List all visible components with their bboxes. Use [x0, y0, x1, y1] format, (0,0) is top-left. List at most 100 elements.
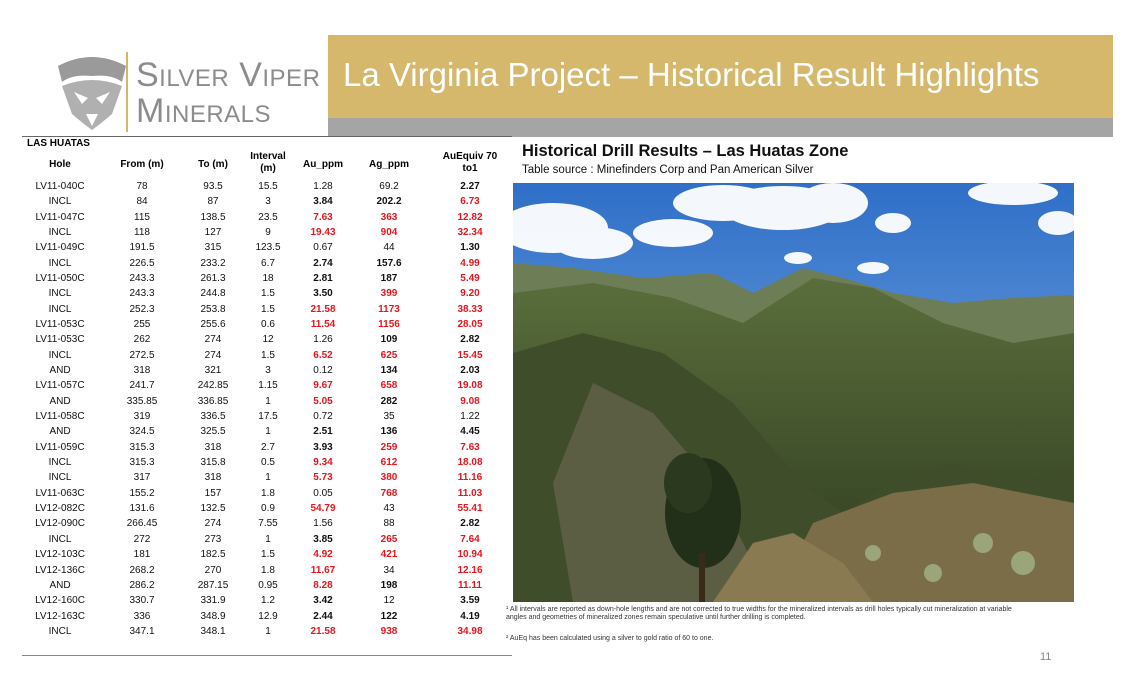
table-cell: 261.3 [200, 273, 226, 285]
table-cell: 157 [204, 487, 222, 499]
table-cell: 202.2 [376, 196, 402, 208]
table-cell: 7.63 [313, 211, 333, 223]
table-cell: 5.05 [313, 395, 333, 407]
table-cell: 11.11 [458, 579, 482, 591]
table-cell: 6.52 [313, 349, 333, 361]
column-header: Hole [49, 159, 71, 170]
table-cell: 1.22 [460, 411, 480, 423]
table-cell: 182.5 [200, 549, 226, 561]
footnote: ² AuEq has been calculated using a silve… [506, 635, 714, 642]
table-cell: 421 [380, 549, 398, 561]
table-cell: 157.6 [376, 257, 402, 269]
table-cell: LV12-103C [35, 549, 85, 561]
table-cell: 6.73 [460, 196, 480, 208]
table-cell: 84 [136, 196, 148, 208]
table-cell: 380 [380, 472, 398, 484]
footnote: ¹ All intervals are reported as down-hol… [506, 606, 1012, 621]
table-cell: 0.67 [313, 242, 333, 254]
table-cell: 612 [380, 457, 398, 469]
table-cell: 11.16 [457, 472, 483, 484]
table-cell: 2.7 [261, 441, 275, 453]
slide-title: La Virginia Project – Historical Result … [343, 56, 1040, 93]
table-cell: 38.33 [457, 303, 483, 315]
table-cell: 23.5 [258, 211, 278, 223]
table-cell: LV12-090C [35, 518, 85, 530]
table-cell: 0.72 [313, 411, 333, 423]
table-cell: 262 [133, 334, 151, 346]
table-cell: 0.9 [261, 503, 275, 515]
table-cell: 319 [133, 411, 151, 423]
table-cell: 1 [265, 426, 271, 438]
table-cell: 5.73 [313, 472, 333, 484]
table-cell: 2.51 [313, 426, 333, 438]
table-cell: 243.3 [129, 273, 155, 285]
table-cell: 4.92 [313, 549, 333, 561]
table-cell: 35 [383, 411, 395, 423]
table-cell: 1.5 [261, 549, 275, 561]
table-cell: 9.67 [313, 380, 333, 392]
table-cell: 44 [383, 242, 395, 254]
table-cell: 4.45 [460, 426, 480, 438]
table-cell: INCL [48, 457, 72, 469]
title-underbar [328, 118, 1113, 137]
table-cell: 273 [204, 533, 222, 545]
table-cell: LV12-082C [35, 503, 85, 515]
table-cell: 0.95 [258, 579, 278, 591]
table-cell: 243.3 [129, 288, 155, 300]
table-cell: 1.26 [313, 334, 333, 346]
table-cell: LV11-050C [35, 273, 85, 285]
table-cell: 331.9 [200, 595, 226, 607]
table-cell: 1.5 [261, 288, 275, 300]
panel-heading: Historical Drill Results – Las Huatas Zo… [522, 142, 849, 160]
table-cell: 198 [380, 579, 398, 591]
table-cell: 282 [380, 395, 398, 407]
table-cell: 268.2 [129, 564, 155, 576]
table-cell: 270 [204, 564, 222, 576]
table-cell: 87 [207, 196, 219, 208]
column-header: Au_ppm [303, 159, 343, 170]
panel-source: Table source : Minefinders Corp and Pan … [522, 164, 814, 176]
table-cell: 10.94 [457, 549, 483, 561]
table-cell: 1 [265, 533, 271, 545]
table-cell: LV11-063C [35, 487, 85, 499]
table-cell: 9.34 [313, 457, 333, 469]
table-cell: 155.2 [129, 487, 155, 499]
table-cell: 4.99 [460, 257, 480, 269]
column-header: AuEquiv 70 to1 [442, 151, 498, 174]
table-cell: 1.5 [261, 349, 275, 361]
landscape-photo [513, 183, 1074, 602]
column-header: Ag_ppm [369, 159, 409, 170]
table-cell: 272 [133, 533, 151, 545]
table-cell: 55.41 [457, 503, 483, 515]
table-cell: 363 [380, 211, 398, 223]
table-cell: 122 [380, 610, 398, 622]
table-cell: 2.82 [460, 518, 480, 530]
table-cell: 7.63 [460, 441, 480, 453]
table-cell: 54.79 [310, 503, 336, 515]
table-cell: 88 [383, 518, 395, 530]
table-cell: 315.8 [200, 457, 226, 469]
table-cell: LV11-053C [35, 319, 85, 331]
table-cell: 15.5 [258, 181, 278, 192]
table-cell: 19.43 [310, 227, 336, 239]
table-cell: 3.85 [313, 533, 333, 545]
table-cell: 904 [380, 227, 398, 239]
table-cell: 625 [380, 349, 398, 361]
logo-icon [58, 57, 126, 130]
table-cell: 286.2 [129, 579, 155, 591]
table-cell: 233.2 [200, 257, 226, 269]
table-cell: 242.85 [197, 380, 229, 392]
table-cell: AND [49, 365, 71, 377]
table-cell: 5.49 [460, 273, 480, 285]
table-cell: 244.8 [200, 288, 226, 300]
table-cell: 274 [204, 349, 222, 361]
table-cell: 318 [204, 472, 222, 484]
table-cell: 34 [383, 564, 395, 576]
table-cell: 32.34 [457, 227, 483, 239]
table-cell: 2.44 [313, 610, 333, 622]
table-cell: 255 [133, 319, 151, 331]
table-cell: LV11-059C [35, 441, 85, 453]
table-cell: 255.6 [200, 319, 226, 331]
table-cell: 287.15 [197, 579, 229, 591]
table-cell: 318 [204, 441, 222, 453]
